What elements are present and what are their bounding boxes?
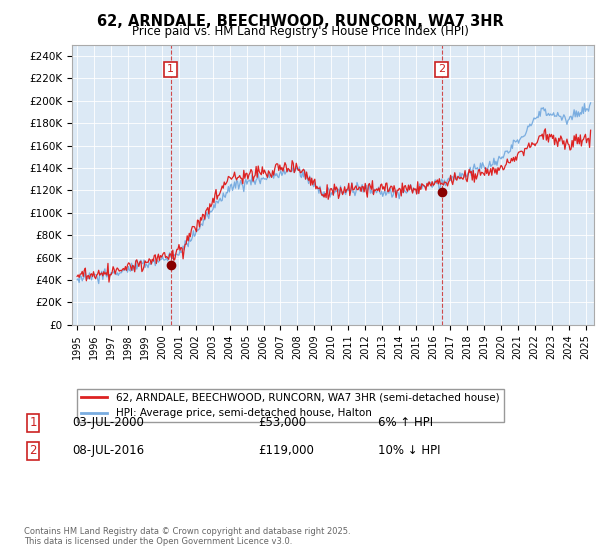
Text: 6% ↑ HPI: 6% ↑ HPI bbox=[378, 416, 433, 430]
Text: 1: 1 bbox=[167, 64, 174, 74]
Text: 2: 2 bbox=[29, 444, 37, 458]
Text: Price paid vs. HM Land Registry's House Price Index (HPI): Price paid vs. HM Land Registry's House … bbox=[131, 25, 469, 38]
Text: 1: 1 bbox=[29, 416, 37, 430]
Legend: 62, ARNDALE, BEECHWOOD, RUNCORN, WA7 3HR (semi-detached house), HPI: Average pri: 62, ARNDALE, BEECHWOOD, RUNCORN, WA7 3HR… bbox=[77, 389, 503, 422]
Text: 08-JUL-2016: 08-JUL-2016 bbox=[72, 444, 144, 458]
Text: Contains HM Land Registry data © Crown copyright and database right 2025.
This d: Contains HM Land Registry data © Crown c… bbox=[24, 526, 350, 546]
Text: £119,000: £119,000 bbox=[258, 444, 314, 458]
Text: 2: 2 bbox=[438, 64, 445, 74]
Text: 62, ARNDALE, BEECHWOOD, RUNCORN, WA7 3HR: 62, ARNDALE, BEECHWOOD, RUNCORN, WA7 3HR bbox=[97, 14, 503, 29]
Text: £53,000: £53,000 bbox=[258, 416, 306, 430]
Text: 03-JUL-2000: 03-JUL-2000 bbox=[72, 416, 144, 430]
Text: 10% ↓ HPI: 10% ↓ HPI bbox=[378, 444, 440, 458]
